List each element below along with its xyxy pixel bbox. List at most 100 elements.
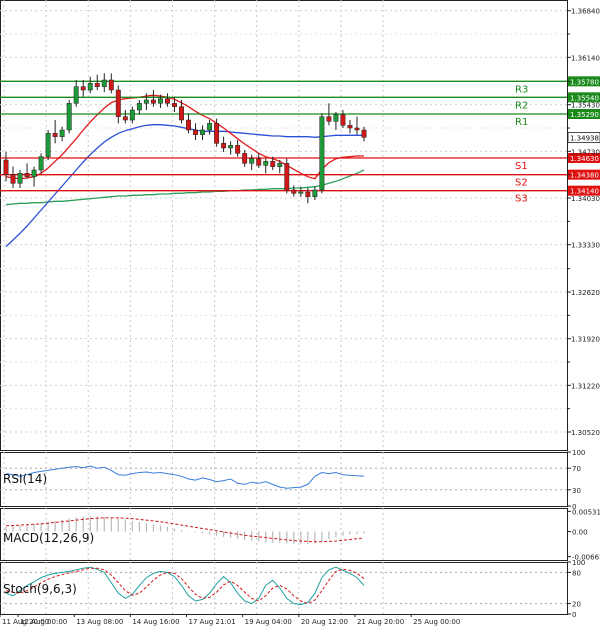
time-label-2: 13 Aug 08:00 [76, 618, 123, 626]
price-tick-label-7: 1.31920 [571, 336, 600, 344]
level-tag-label-S3: 1.34140 [570, 188, 599, 196]
stoch-d-line [5, 567, 365, 605]
level-name-S3: S3 [515, 194, 528, 205]
macd-panel-frame [0, 508, 568, 561]
macd-label: MACD(12,26,9) [3, 531, 94, 545]
candle-body-41 [291, 189, 297, 194]
candle-body-37 [263, 161, 269, 166]
candle-body-1 [10, 174, 16, 184]
rsi-tick-label-1: 70 [572, 465, 581, 473]
candle-body-5 [38, 156, 44, 171]
pivot-levels: R3 1.35780 R2 1.35540 R1 1.35290 S1 1.34630 S2 1.… [0, 76, 600, 205]
candle-body-13 [94, 83, 100, 87]
time-label-7: 21 Aug 20:00 [357, 618, 404, 626]
candle-body-7 [52, 133, 58, 137]
candle-body-44 [312, 189, 318, 197]
candle-body-51 [361, 129, 367, 138]
price-tick-label-6: 1.32620 [571, 289, 600, 297]
ma-slow-line [5, 169, 365, 206]
candle-body-31 [221, 143, 227, 149]
level-name-S1: S1 [515, 161, 528, 172]
price-tick-label-9: 1.30520 [571, 429, 600, 437]
candle-body-16 [115, 89, 121, 117]
price-tick-label-3: 1.34730 [571, 148, 600, 156]
candle-body-6 [45, 133, 51, 157]
candle-body-12 [87, 83, 93, 91]
candle-body-15 [108, 79, 114, 91]
candle-body-30 [214, 123, 220, 144]
candle-body-48 [340, 114, 346, 126]
time-label-8: 25 Aug 00:00 [413, 618, 460, 626]
macd-signal-line [5, 517, 365, 543]
candle-body-20 [143, 99, 149, 104]
rsi-tick-label-0: 100 [572, 449, 585, 457]
candle-body-39 [277, 163, 283, 167]
rsi-tick-label-2: 30 [572, 487, 581, 495]
grid [0, 0, 568, 615]
candle-body-14 [101, 79, 107, 87]
candle-body-26 [186, 119, 191, 131]
level-name-R1: R1 [515, 117, 528, 128]
price-tick-label-2: 1.35430 [571, 102, 600, 110]
candle-body-4 [31, 169, 37, 177]
level-tag-S3 [568, 185, 600, 196]
stoch-label: Stoch(9,6,3) [3, 582, 77, 596]
candle-body-10 [73, 86, 79, 104]
ma-medium-line [5, 124, 364, 248]
candle-body-38 [270, 161, 276, 167]
candle-body-45 [319, 116, 325, 191]
candle-body-18 [129, 109, 135, 121]
level-tag-R2 [568, 92, 600, 103]
time-label-6: 20 Aug 12:00 [301, 618, 348, 626]
current-price-label: 1.34938 [570, 134, 599, 142]
stoch-k-line [5, 566, 365, 606]
moving-averages [5, 94, 365, 248]
stoch-panel: Stoch(9,6,3) 100 80 20 0 [0, 559, 585, 619]
price-tick-label-8: 1.31220 [571, 382, 600, 390]
level-tag-R3 [568, 76, 600, 87]
candle-body-29 [207, 123, 213, 131]
macd-tick-label-0: 0.005316 [572, 508, 600, 516]
rsi-tick-label-3: 0 [572, 503, 576, 511]
level-name-R2: R2 [515, 100, 528, 111]
candle-body-21 [150, 99, 156, 104]
level-tag-label-S2: 1.34380 [570, 172, 599, 180]
level-tag-R1 [568, 109, 600, 119]
candle-body-50 [354, 127, 360, 131]
stoch-tick-label-2: 20 [572, 601, 581, 609]
candle-body-35 [249, 158, 255, 164]
level-tag-label-R3: 1.35780 [570, 78, 599, 86]
candle-body-27 [193, 129, 198, 135]
level-tag-label-S1: 1.34630 [570, 155, 599, 163]
candle-body-11 [80, 86, 86, 91]
price-tick-label-1: 1.36140 [571, 54, 600, 62]
stoch-tick-label-3: 0 [572, 611, 576, 619]
candle-body-0 [3, 159, 9, 175]
candle-body-25 [179, 106, 184, 121]
rsi-panel: RSI(14) 100 70 30 0 [0, 449, 585, 511]
candle-body-36 [256, 158, 262, 166]
level-tag-label-R1: 1.35290 [570, 111, 599, 119]
stoch-tick-label-0: 100 [572, 559, 585, 567]
candle-body-28 [200, 129, 205, 135]
level-name-R3: R3 [515, 84, 528, 95]
time-label-1: 12 Aug 00:00 [20, 618, 67, 626]
candle-body-17 [122, 116, 128, 121]
macd-panel: MACD(12,26,9) 0.005316 0.00 -0.006611 [3, 508, 600, 561]
candle-body-3 [24, 173, 30, 177]
candle-body-33 [235, 145, 241, 154]
candle-body-42 [298, 191, 304, 194]
candle-body-40 [284, 163, 290, 191]
stoch-panel-frame [0, 562, 568, 615]
candle-body-49 [347, 125, 353, 129]
rsi-panel-frame [0, 452, 568, 507]
candles [3, 73, 367, 204]
macd-tick-label-1: 0.00 [572, 529, 588, 537]
level-tag-label-R2: 1.35540 [570, 94, 599, 102]
candle-body-24 [172, 103, 177, 107]
candle-body-32 [228, 145, 234, 149]
price-tick-label-4: 1.34030 [571, 195, 600, 203]
level-tag-S1 [568, 153, 600, 163]
